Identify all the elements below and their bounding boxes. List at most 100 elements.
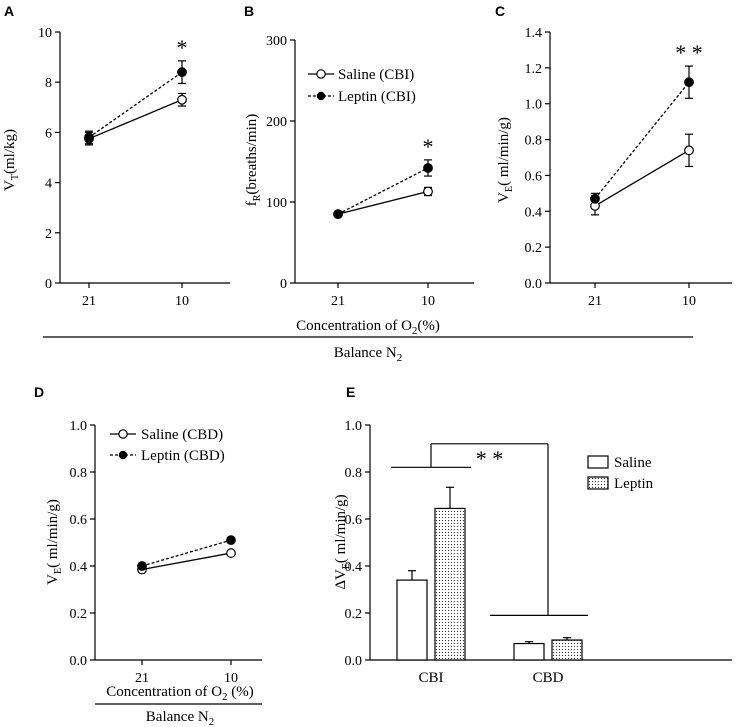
panel-c-ylabel: VE( ml/min/g) [496, 117, 515, 203]
panel-c-ytick-label: 1.0 [525, 98, 543, 113]
panel-c-series-1-point [590, 193, 600, 204]
panel-a-ytick-label: 8 [45, 76, 52, 91]
panel-d-ylabel: VE( ml/min/g) [45, 499, 64, 585]
panel-a-series-1-point [177, 67, 187, 78]
panel-b-plot: 0 100 200 300 21 10 * [266, 34, 474, 309]
panel-a-series-1-point [84, 132, 94, 143]
panel-c-plot: 0.0 0.2 0.4 0.6 0.8 1.0 1.2 1.4 21 10 * * [525, 26, 732, 309]
legend-leptin-cbd-marker [118, 450, 128, 460]
panel-b-xtick-label: 21 [331, 294, 345, 309]
panel-d-ytick-label: 0.2 [70, 607, 88, 622]
panel-c: C 0.0 0.2 0.4 0.6 0.8 1.0 1.2 1.4 21 10 * * VE( ml… [495, 3, 732, 309]
legend-leptin-label: Leptin [614, 476, 654, 492]
panel-b-ytick-label: 0 [280, 277, 287, 292]
panel-c-ytick-label: 0.6 [525, 169, 543, 184]
panel-b-ylabel-main: f [244, 201, 260, 206]
panel-a-series-0-line [88, 99, 183, 140]
panel-d-ytick-label: 1.0 [70, 419, 88, 434]
panel-b-significance: * [423, 134, 434, 159]
panel-a-xtick-label: 10 [175, 294, 189, 309]
panel-e-ylabel-main: ΔV [333, 569, 349, 590]
panel-e-letter: E [346, 384, 355, 400]
panel-c-ylabel-main: V [496, 192, 512, 203]
panel-b-letter: B [244, 3, 254, 19]
panel-d-letter: D [34, 384, 44, 400]
panel-c-ytick-label: 1.4 [525, 26, 543, 41]
panel-d-series-0-point [226, 548, 236, 558]
panel-d-xtick-label: 21 [135, 671, 149, 686]
panel-d-xtick-label: 10 [224, 671, 238, 686]
panel-a-xtick-label: 21 [82, 294, 96, 309]
panel-a-ytick-label: 0 [45, 277, 52, 292]
panel-a-ylabel-tail: (ml/kg) [2, 129, 18, 174]
panel-c-significance: * * [675, 40, 703, 65]
panel-e-bar-leptin-cbd [551, 639, 583, 661]
panel-d-series-0-line [141, 552, 232, 571]
panel-a-ytick-label: 4 [45, 177, 52, 192]
legend-saline-label: Saline [614, 455, 652, 471]
panel-c-series-1-point [684, 77, 694, 88]
panel-d-series-1-point [226, 535, 236, 546]
panel-d-series-1-line [141, 539, 232, 567]
panel-d-xlabel-sub: 2 [222, 691, 228, 703]
bottom-balance: Balance N2 [146, 709, 214, 727]
panel-d-ylabel-main: V [45, 574, 61, 585]
panel-e-plot: 0.0 0.2 0.4 0.6 0.8 1.0 CBI CBD * * [345, 419, 732, 686]
panel-b-ylabel: fR(breaths/min) [244, 114, 263, 206]
panel-c-xtick-label: 21 [588, 294, 602, 309]
bottom-balance-main: Balance N [146, 709, 209, 725]
panel-b-series-0-line [337, 190, 429, 215]
legend-saline-cbd-label: Saline (CBD) [141, 427, 223, 443]
panel-e-ytick-label: 0.6 [345, 513, 363, 528]
panel-c-ytick-label: 0.2 [525, 241, 543, 256]
panel-b-series-1-point [333, 209, 343, 220]
panel-a-plot: 0 2 4 6 8 10 21 10 * [38, 26, 230, 309]
panel-b-ylabel-tail: (breaths/min) [244, 114, 260, 195]
legend-leptin-cbi-marker [316, 91, 326, 101]
bottom-balance-sub: 2 [209, 716, 215, 727]
panel-e-ylabel-tail: ( ml/min/g) [333, 494, 349, 563]
panel-d-plot: 0.0 0.2 0.4 0.6 0.8 1.0 21 10 [70, 419, 262, 686]
top-row-xlabel: Concentration of O2(%) [296, 318, 440, 337]
panel-a-ytick-label: 10 [38, 26, 52, 41]
panel-d-ytick-label: 0.6 [70, 513, 88, 528]
panel-e-ytick-label: 0.4 [345, 560, 363, 575]
panel-a-ylabel: VT(ml/kg) [2, 129, 21, 191]
panel-c-ylabel-sub: E [504, 186, 515, 192]
panel-d-series-1-point [137, 561, 147, 571]
panel-d-ytick-label: 0.8 [70, 466, 88, 481]
top-row-footer: Concentration of O2(%) Balance N2 [43, 318, 693, 364]
panel-c-ylabel-tail: ( ml/min/g) [496, 117, 512, 186]
panel-e-significance: * * [476, 446, 504, 471]
panel-b-series-1-point [423, 163, 433, 173]
panel-d-ytick-label: 0.4 [70, 560, 88, 575]
panel-a-significance: * [177, 35, 188, 60]
panel-b-legend: Saline (CBI) Leptin (CBI) [308, 67, 416, 105]
legend-leptin-cbi-label: Leptin (CBI) [338, 89, 416, 105]
panel-a-ylabel-main: V [2, 180, 18, 191]
panel-b-ytick-label: 300 [266, 34, 287, 49]
top-row-balance-sub: 2 [397, 352, 403, 364]
panel-c-series-0-line [594, 149, 690, 207]
panel-b-series-0-point [423, 186, 433, 197]
top-row-xlabel-sub: 2 [412, 325, 418, 337]
panel-d-xlabel-main: Concentration of O [106, 684, 222, 700]
panel-b: B 0 100 200 300 21 10 * fR(breaths/min) Saline… [244, 3, 474, 309]
panel-e-legend: Saline Leptin [587, 455, 654, 492]
panel-d-xlabel-tail: (%) [228, 684, 254, 700]
panel-e-ytick-label: 0.8 [345, 466, 363, 481]
panel-d-ylabel-tail: ( ml/min/g) [45, 499, 61, 568]
panel-e-xtick-label: CBI [418, 670, 443, 686]
legend-saline-cbi-marker [316, 69, 326, 79]
panel-e-bar-saline-cbi [396, 579, 428, 661]
panel-e-ytick-label: 1.0 [345, 419, 363, 434]
panel-a: A 0 2 4 6 8 10 21 10 * VT(ml/kg) [2, 3, 230, 309]
legend-saline-cbd-marker [118, 429, 128, 439]
panel-c-ytick-label: 1.2 [525, 62, 543, 77]
panel-a-series-1-line [88, 71, 183, 138]
panel-b-ylabel-sub: R [252, 194, 263, 201]
panel-d: D 0.0 0.2 0.4 0.6 0.8 1.0 21 10 VE( ml/min/g) S… [34, 384, 262, 727]
panel-c-series-1-line [594, 81, 690, 200]
